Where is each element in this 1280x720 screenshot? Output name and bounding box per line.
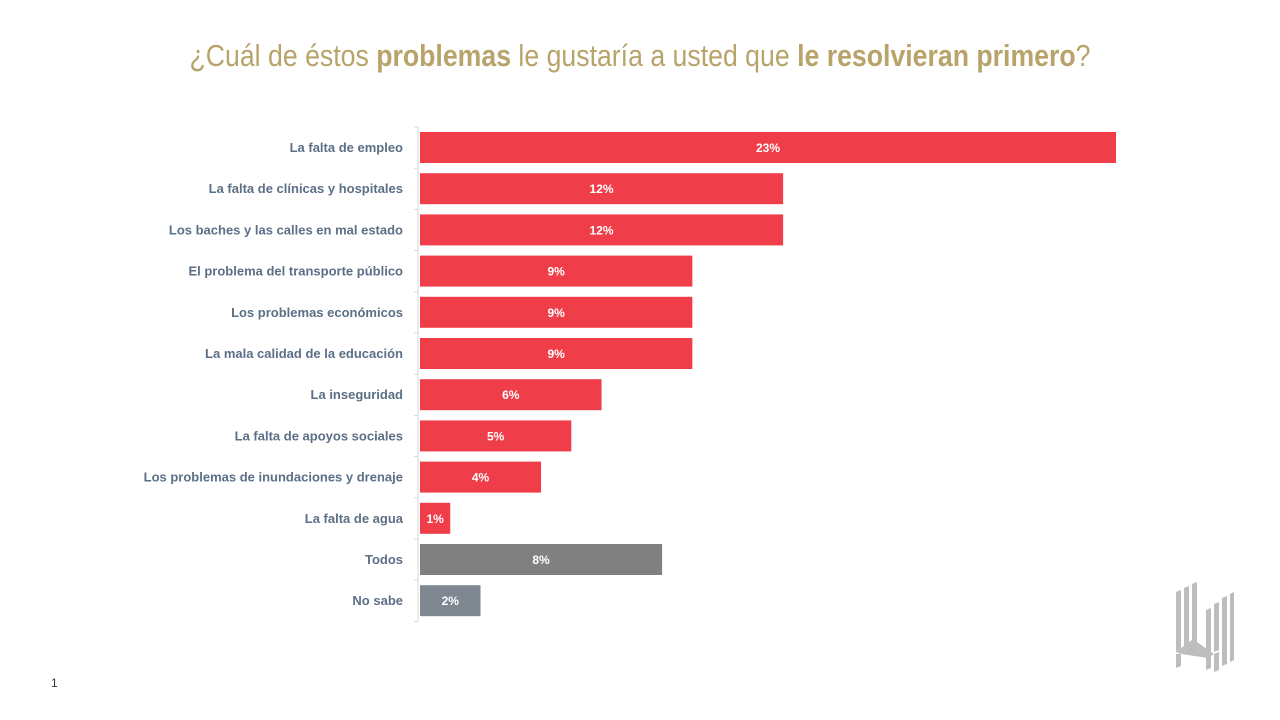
bars-group bbox=[420, 132, 1116, 617]
bar bbox=[420, 173, 784, 205]
bar bbox=[420, 255, 693, 287]
value-label: 1% bbox=[426, 512, 444, 526]
title-text: ¿Cuál de éstos bbox=[189, 38, 377, 73]
category-label: La mala calidad de la educación bbox=[205, 346, 403, 361]
value-label: 12% bbox=[590, 223, 614, 237]
bar bbox=[420, 379, 602, 411]
chart-axis bbox=[414, 126, 419, 622]
chart-title: ¿Cuál de éstos problemas le gustaría a u… bbox=[90, 38, 1191, 74]
title-emphasis: problemas bbox=[376, 38, 512, 73]
value-label: 5% bbox=[487, 429, 505, 443]
brand-logo-icon bbox=[1176, 582, 1234, 672]
category-label: Los baches y las calles en mal estado bbox=[169, 222, 403, 237]
value-label: 9% bbox=[548, 265, 566, 279]
bar bbox=[420, 585, 481, 617]
bar bbox=[420, 338, 693, 369]
category-label: El problema del transporte público bbox=[188, 264, 403, 279]
bar bbox=[420, 296, 693, 328]
value-label: 4% bbox=[472, 471, 490, 485]
page-number: 1 bbox=[51, 676, 58, 690]
value-label: 23% bbox=[756, 141, 780, 155]
category-label: La falta de agua bbox=[305, 511, 404, 526]
bar bbox=[420, 214, 784, 246]
title-text: le gustaría a usted que bbox=[511, 38, 798, 73]
value-label: 6% bbox=[502, 388, 520, 402]
category-label: No sabe bbox=[352, 593, 403, 608]
category-label: Todos bbox=[365, 552, 403, 567]
bar bbox=[420, 502, 451, 534]
category-labels: La falta de empleo La falta de clínicas y… bbox=[144, 140, 404, 608]
value-label: 9% bbox=[548, 347, 566, 361]
value-label: 8% bbox=[532, 553, 550, 567]
title-text: ? bbox=[1075, 38, 1091, 73]
bar bbox=[420, 420, 572, 452]
bar bbox=[420, 132, 1116, 163]
value-labels: 23% 12% 12% 9% 9% 9% 6% 5% 4% 1% 8% 2% bbox=[426, 141, 780, 608]
category-label: La falta de apoyos sociales bbox=[235, 428, 403, 443]
category-label: La falta de clínicas y hospitales bbox=[209, 181, 403, 196]
category-label: Los problemas de inundaciones y drenaje bbox=[144, 470, 403, 485]
bar bbox=[420, 461, 542, 493]
category-label: Los problemas económicos bbox=[231, 305, 403, 320]
bar bbox=[420, 544, 663, 575]
category-label: La inseguridad bbox=[311, 387, 404, 402]
title-emphasis: le resolvieran primero bbox=[797, 38, 1076, 73]
value-label: 2% bbox=[442, 594, 460, 608]
value-label: 12% bbox=[590, 182, 614, 196]
category-label: La falta de empleo bbox=[290, 140, 403, 155]
value-label: 9% bbox=[548, 306, 566, 320]
